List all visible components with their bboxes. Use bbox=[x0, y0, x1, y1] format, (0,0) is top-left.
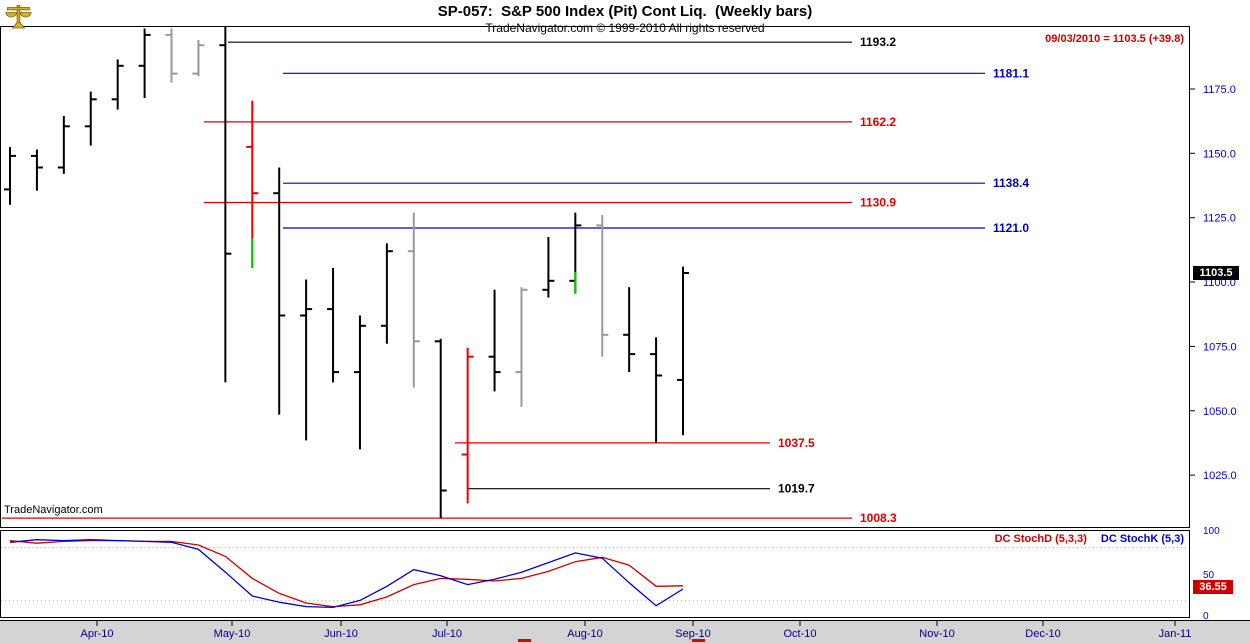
date-axis-label: Jul-10 bbox=[432, 628, 462, 640]
chart-title: SP-057: S&P 500 Index (Pit) Cont Liq. (W… bbox=[437, 3, 813, 20]
price-level-label: 1193.2 bbox=[860, 35, 896, 49]
stoch-k-legend[interactable]: DC StochK (5,3) bbox=[1100, 533, 1184, 545]
scales-icon bbox=[4, 4, 34, 30]
stoch-axis-label: 0 bbox=[1203, 611, 1209, 622]
date-strip-marker bbox=[692, 639, 705, 642]
stoch-axis-label: 50 bbox=[1203, 570, 1215, 581]
date-axis-label: Jan-11 bbox=[1159, 628, 1192, 640]
stoch-pane-border bbox=[0, 530, 1190, 618]
price-axis-label: 1025.0 bbox=[1203, 470, 1237, 482]
stoch-legend: DC StochD (5,3,3) DC StochK (5,3) bbox=[995, 533, 1184, 545]
stoch-d-legend[interactable]: DC StochD (5,3,3) bbox=[994, 533, 1087, 545]
date-axis-label: Sep-10 bbox=[675, 628, 710, 640]
last-price-badge: 1103.5 bbox=[1193, 266, 1239, 280]
date-axis-label: Jun-10 bbox=[324, 628, 358, 640]
price-level-label: 1181.1 bbox=[993, 66, 1029, 80]
date-axis[interactable] bbox=[0, 620, 1250, 643]
price-axis[interactable] bbox=[1190, 26, 1250, 620]
price-level-label: 1019.7 bbox=[778, 482, 815, 496]
price-pane[interactable] bbox=[0, 26, 1190, 528]
date-strip-marker bbox=[518, 639, 531, 642]
price-level-label: 1130.9 bbox=[860, 196, 896, 210]
date-axis-label: Dec-10 bbox=[1025, 628, 1060, 640]
price-level-label: 1121.0 bbox=[993, 221, 1029, 235]
price-level-label: 1008.3 bbox=[860, 511, 897, 525]
price-axis-label: 1125.0 bbox=[1203, 213, 1236, 225]
price-axis-label: 1100.0 bbox=[1203, 277, 1236, 289]
price-level-label: 1162.2 bbox=[860, 115, 896, 129]
last-quote-text: 09/03/2010 = 1103.5 (+39.8) bbox=[1045, 33, 1184, 45]
price-level-label: 1138.4 bbox=[993, 176, 1029, 190]
date-axis-label: Aug-10 bbox=[567, 628, 602, 640]
price-axis-label: 1075.0 bbox=[1203, 341, 1237, 353]
date-axis-label: Apr-10 bbox=[80, 628, 113, 640]
stoch-value-badge: 36.55 bbox=[1193, 580, 1233, 594]
price-pane-border bbox=[0, 26, 1190, 528]
date-axis-label: May-10 bbox=[214, 628, 251, 640]
price-axis-label: 1175.0 bbox=[1203, 84, 1236, 96]
price-level-label: 1037.5 bbox=[778, 436, 815, 450]
chart-subtitle: TradeNavigator.com © 1999-2010 All right… bbox=[485, 21, 765, 35]
scales-icon-graphic bbox=[5, 5, 32, 29]
stoch-k-line bbox=[9, 539, 684, 609]
watermark-text: TradeNavigator.com bbox=[4, 504, 103, 516]
date-axis-label: Oct-10 bbox=[783, 628, 816, 640]
stoch-axis-label: 100 bbox=[1203, 526, 1220, 537]
price-axis-label: 1150.0 bbox=[1203, 148, 1236, 160]
price-axis-label: 1050.0 bbox=[1203, 406, 1237, 418]
date-axis-label: Nov-10 bbox=[919, 628, 954, 640]
